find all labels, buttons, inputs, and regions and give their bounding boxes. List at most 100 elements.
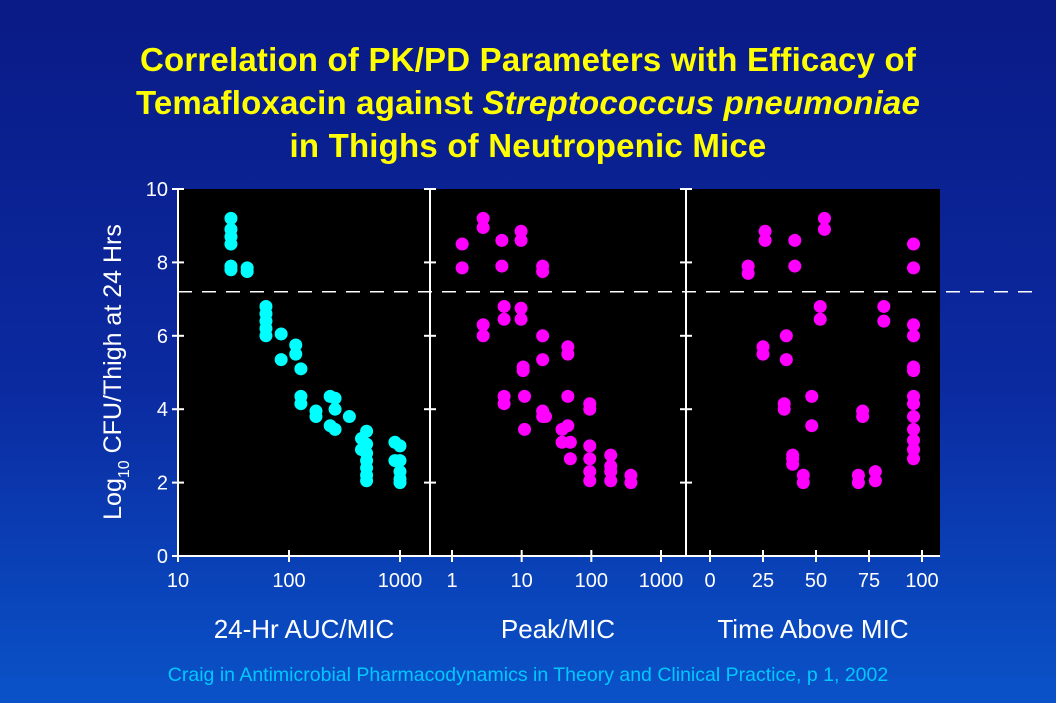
data-point [393, 476, 407, 490]
data-point [779, 353, 793, 367]
data-point [779, 329, 793, 343]
x-tick-label: 100 [272, 570, 305, 592]
title-line-3: in Thighs of Neutropenic Mice [289, 127, 767, 164]
data-point [495, 233, 509, 247]
data-point [224, 237, 238, 251]
title-line-1: Correlation of PK/PD Parameters with Eff… [139, 41, 917, 78]
x-tick-label: 50 [805, 570, 827, 592]
data-point [907, 237, 921, 251]
data-point [328, 402, 342, 416]
x-tick-label: 75 [858, 570, 880, 592]
data-point [518, 422, 532, 436]
data-point [758, 233, 772, 247]
data-point [583, 402, 597, 416]
data-point [583, 439, 597, 453]
data-point [907, 261, 921, 275]
data-point [877, 299, 891, 313]
data-point [583, 452, 597, 466]
data-point [796, 476, 810, 490]
data-point [455, 261, 469, 275]
data-point [563, 452, 577, 466]
data-point [741, 266, 755, 280]
x-tick-label: 0 [704, 570, 715, 592]
data-point [604, 474, 618, 488]
data-point [240, 265, 254, 279]
data-point [563, 435, 577, 449]
y-tick-label: 4 [157, 399, 168, 421]
data-point [817, 211, 831, 225]
title-organism-name: Streptococcus pneumoniae [482, 84, 921, 121]
data-point [786, 457, 800, 471]
data-point [393, 454, 407, 468]
data-point [514, 312, 528, 326]
data-point [497, 312, 511, 326]
data-point [583, 474, 597, 488]
x-tick-label: 1000 [378, 570, 423, 592]
data-point [497, 299, 511, 313]
x-tick-label: 1000 [639, 570, 684, 592]
data-point [514, 233, 528, 247]
data-point [907, 397, 921, 411]
data-point [907, 422, 921, 436]
data-point [868, 474, 882, 488]
x-tick-label: 1 [446, 570, 457, 592]
data-point [756, 347, 770, 361]
citation: Craig in Antimicrobial Pharmacodynamics … [167, 664, 889, 686]
data-point [624, 476, 638, 490]
data-point [536, 329, 550, 343]
data-point [309, 410, 323, 424]
data-point [907, 452, 921, 466]
x-axis-label-2: Peak/MIC [501, 614, 615, 644]
data-point [777, 402, 791, 416]
data-point [561, 419, 575, 433]
data-point [877, 314, 891, 328]
data-point [514, 301, 528, 315]
y-tick-label: 6 [157, 326, 168, 348]
title-line-2: Temafloxacin against Streptococcus pneum… [0, 81, 1056, 124]
x-tick-label: 10 [511, 570, 533, 592]
chart-title: Correlation of PK/PD Parameters with Eff… [0, 38, 1056, 167]
data-point [476, 318, 490, 332]
x-tick-label: 25 [752, 570, 774, 592]
data-point [907, 364, 921, 378]
data-point [539, 410, 553, 424]
data-point [476, 221, 490, 235]
data-point [224, 211, 238, 225]
data-point [805, 389, 819, 403]
data-point [536, 353, 550, 367]
data-point [856, 410, 870, 424]
data-point [294, 397, 308, 411]
data-point [360, 424, 374, 438]
data-point [497, 397, 511, 411]
data-point [518, 389, 532, 403]
data-point [289, 347, 303, 361]
data-point [495, 259, 509, 273]
data-point [813, 312, 827, 326]
data-point [328, 422, 342, 436]
x-axis-label-1: 24-Hr AUC/MIC [214, 614, 395, 644]
data-point [907, 318, 921, 332]
y-tick-label: 0 [157, 546, 168, 568]
data-point [274, 353, 288, 367]
data-point [516, 364, 530, 378]
data-point [907, 329, 921, 343]
data-point [455, 237, 469, 251]
data-point [536, 265, 550, 279]
data-point [393, 439, 407, 453]
y-tick-label: 8 [157, 252, 168, 274]
data-point [788, 233, 802, 247]
y-tick-label: 10 [146, 179, 168, 201]
data-point [805, 419, 819, 433]
data-point [259, 329, 273, 343]
title-line-2-prefix: Temafloxacin against [135, 84, 483, 121]
data-point [817, 222, 831, 236]
data-point [604, 448, 618, 462]
y-axis-label: Log10 CFU/Thigh at 24 Hrs [99, 224, 133, 520]
data-point [342, 410, 356, 424]
data-point [294, 362, 308, 376]
data-point [851, 476, 865, 490]
x-axis-label-3: Time Above MIC [717, 614, 908, 644]
data-point [788, 259, 802, 273]
plot-area [178, 189, 940, 556]
